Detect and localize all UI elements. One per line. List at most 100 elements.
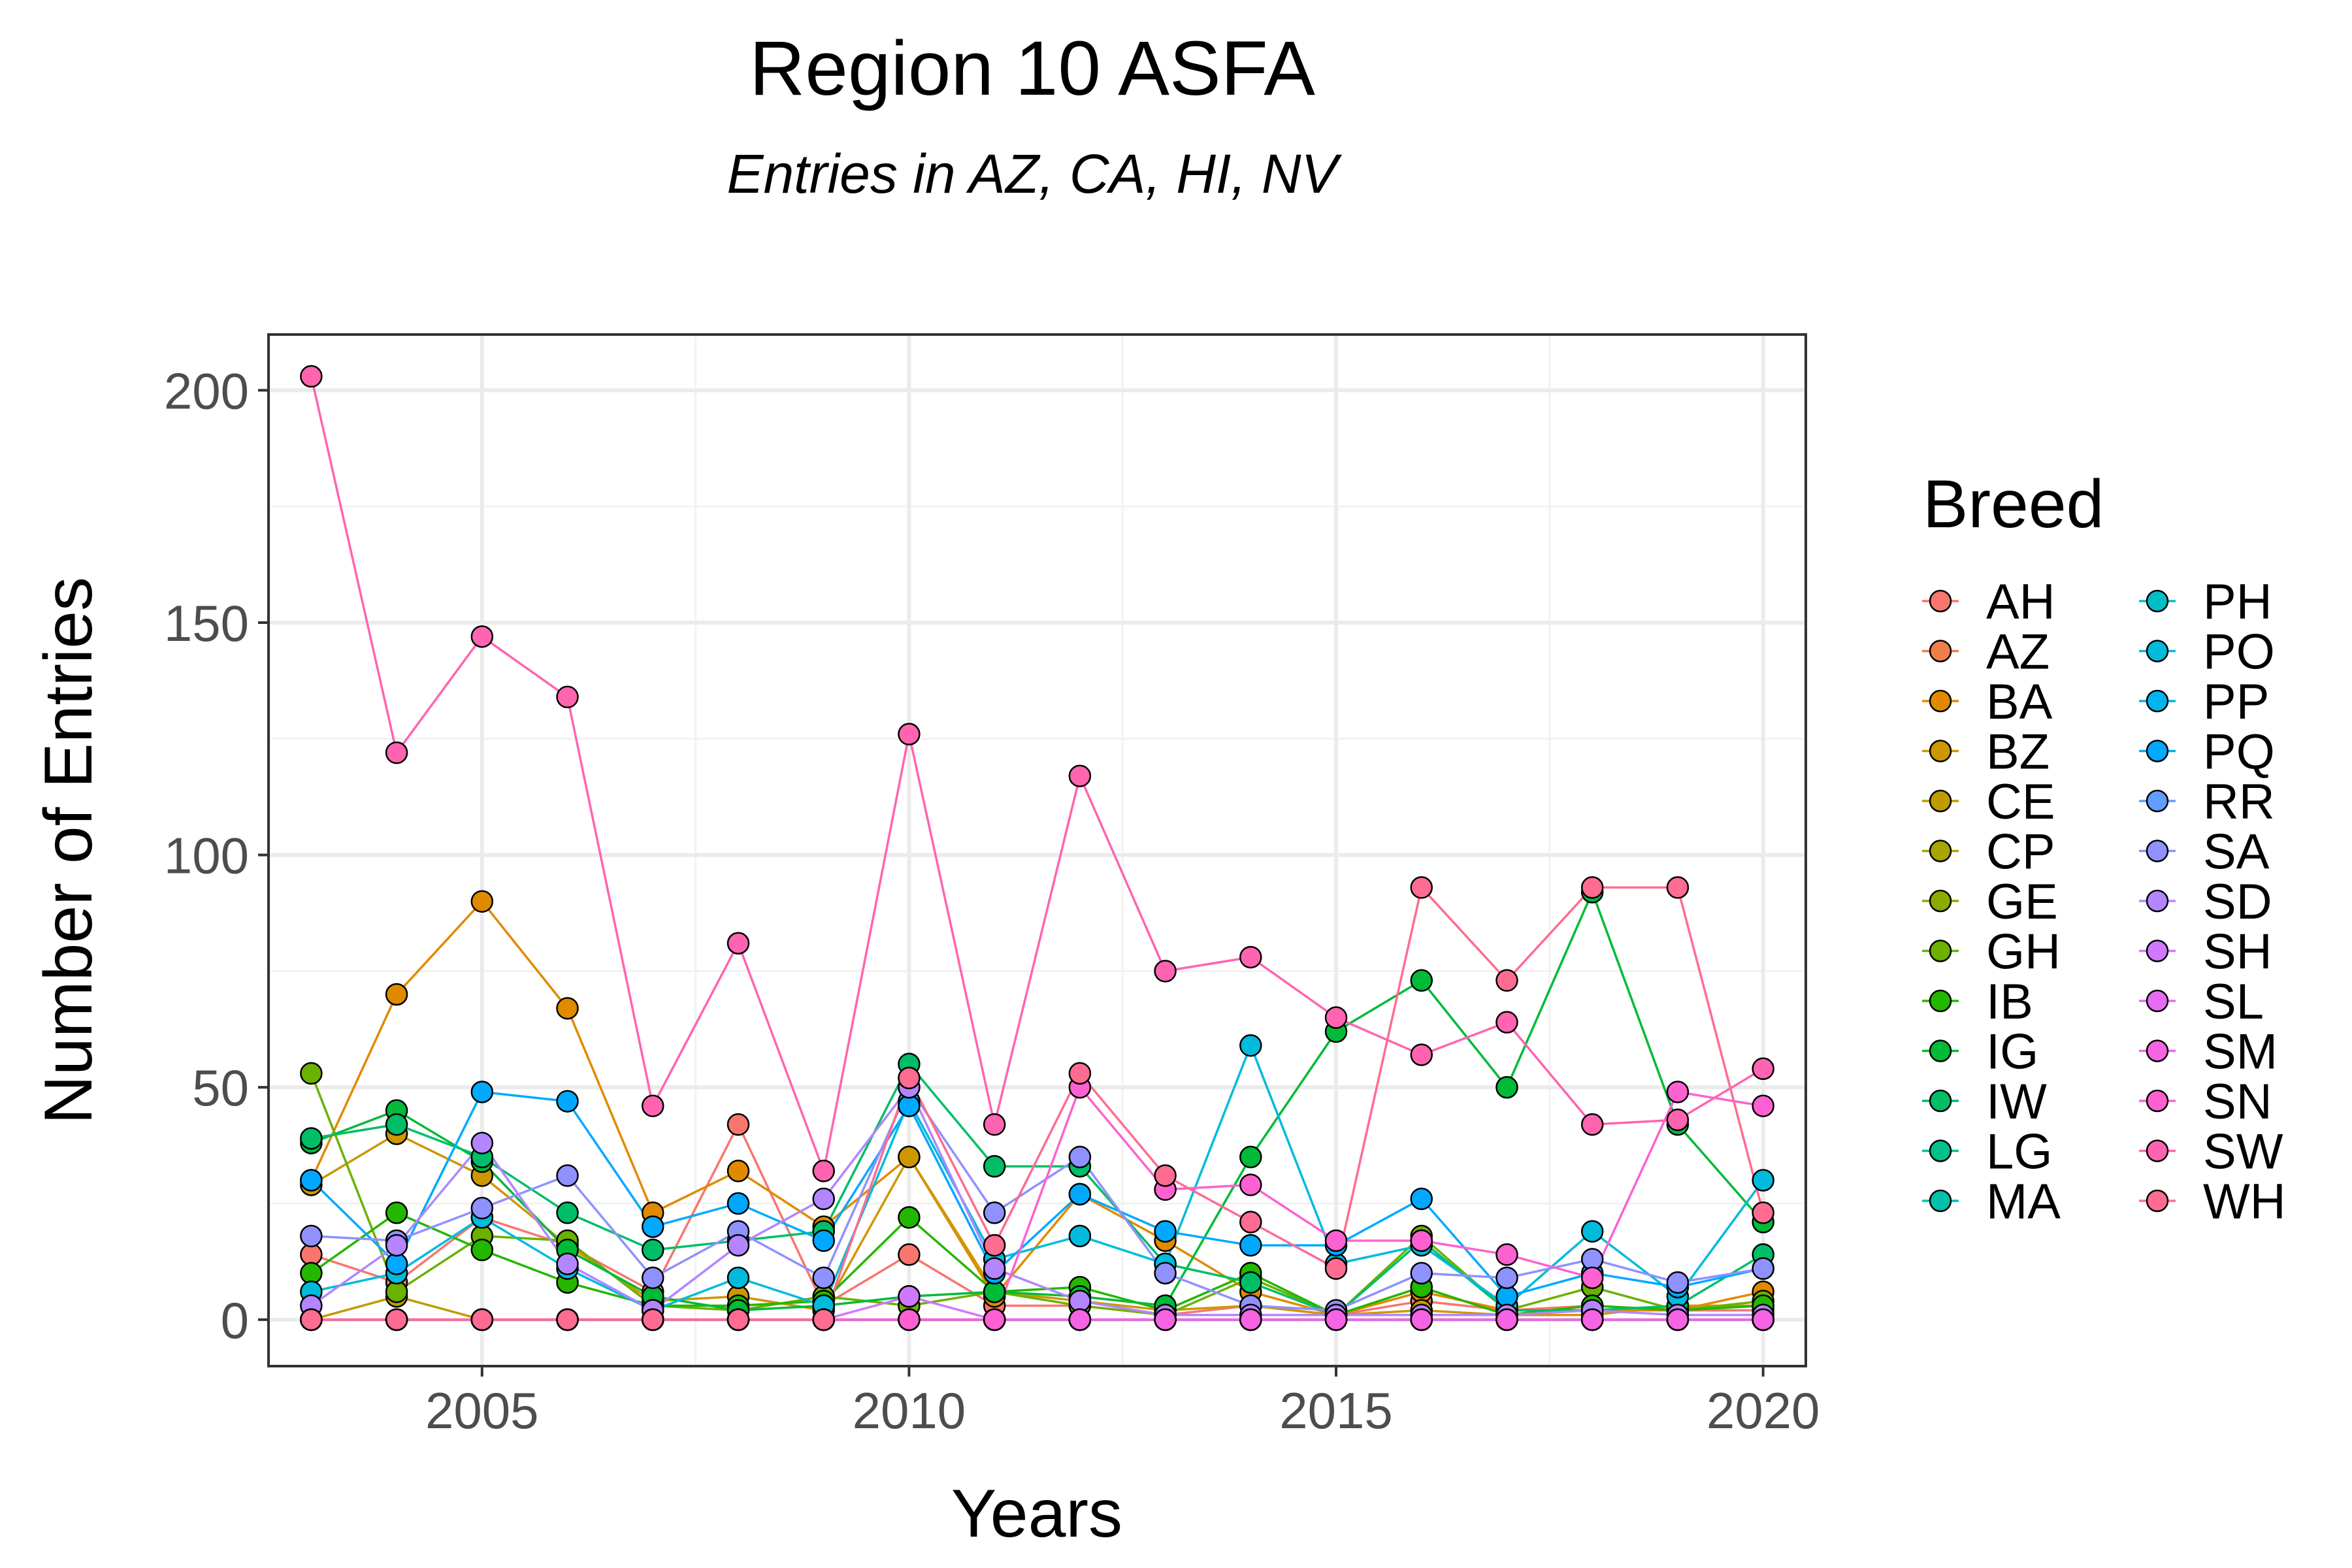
- legend-item-ib: IB: [1922, 974, 2033, 1030]
- plot-border: [267, 333, 1807, 1367]
- data-point-sd: [983, 1257, 1006, 1280]
- legend-key-point: [1929, 1139, 1952, 1162]
- x-tick-label: 2015: [1279, 1382, 1393, 1439]
- data-point-ib: [385, 1201, 408, 1224]
- legend-key-point: [1929, 1039, 1952, 1062]
- data-point-wh: [1324, 1257, 1348, 1280]
- data-point-sm: [1580, 1308, 1604, 1331]
- data-point-po: [1580, 1220, 1604, 1243]
- legend-label: LG: [1986, 1124, 2052, 1180]
- legend-item-bz: BZ: [1922, 725, 2050, 780]
- data-point-sa: [1068, 1145, 1092, 1169]
- data-point-sw: [556, 685, 579, 709]
- legend-label: IW: [1986, 1074, 2047, 1130]
- data-point-sn: [1324, 1229, 1348, 1252]
- data-point-wh: [1154, 1164, 1177, 1187]
- legend-key-point: [1929, 1189, 1952, 1213]
- data-point-sn: [1239, 1173, 1262, 1196]
- data-point-sm: [1068, 1308, 1092, 1331]
- legend-key-point: [1929, 1089, 1952, 1113]
- data-point-sw: [1068, 764, 1092, 787]
- data-point-ba: [556, 997, 579, 1020]
- legend-item-pq: PQ: [2139, 725, 2275, 780]
- legend-key-point: [2146, 789, 2169, 813]
- data-point-wh: [898, 1066, 921, 1090]
- data-point-sm: [1239, 1308, 1262, 1331]
- legend-item-gh: GH: [1922, 924, 2061, 980]
- legend-label: SD: [2203, 874, 2272, 930]
- data-point-sw: [1495, 1011, 1518, 1034]
- data-point-ig: [1239, 1145, 1262, 1169]
- data-point-iw: [1239, 1271, 1262, 1294]
- y-tick-label: 100: [164, 827, 249, 885]
- y-axis: 0 50 100 150 200: [164, 362, 269, 1349]
- legend-label: AH: [1986, 574, 2055, 630]
- x-tick-label: 2005: [425, 1382, 539, 1439]
- data-point-wh: [1580, 876, 1604, 899]
- data-point-sd: [385, 1233, 408, 1257]
- data-point-wh: [1410, 876, 1433, 899]
- data-point-gh: [300, 1062, 323, 1085]
- legend-label: PH: [2203, 574, 2272, 630]
- data-point-sm: [1752, 1308, 1774, 1331]
- data-point-iw: [385, 1113, 408, 1136]
- legend-item-rr: RR: [2139, 774, 2275, 830]
- plot-background: [269, 335, 1806, 1366]
- data-point-sa: [1580, 1248, 1604, 1271]
- legend-key-point: [1929, 789, 1952, 813]
- legend-label: CP: [1986, 825, 2055, 880]
- legend-key-point: [2146, 689, 2169, 713]
- series-points: [300, 365, 1774, 1331]
- legend-label: RR: [2203, 774, 2275, 830]
- legend-item-sn: SN: [2139, 1074, 2272, 1130]
- legend-item-ma: MA: [1922, 1174, 2061, 1230]
- legend-item-lg: LG: [1922, 1124, 2052, 1180]
- series-line-gh: [310, 1073, 1763, 1316]
- data-point-sd: [812, 1187, 835, 1211]
- data-point-pq: [556, 1090, 579, 1113]
- data-point-sw: [727, 932, 750, 955]
- x-axis: 2005 2010 2015 2020: [425, 1366, 1820, 1439]
- data-point-sa: [1752, 1257, 1774, 1280]
- legend-key-point: [2146, 1189, 2169, 1213]
- legend-key-point: [2146, 939, 2169, 962]
- legend-key-point: [2146, 589, 2169, 613]
- legend-item-ba: BA: [1922, 674, 2053, 730]
- data-point-sa: [470, 1196, 494, 1220]
- data-point-sn: [1666, 1081, 1690, 1103]
- legend-item-sl: SL: [2139, 974, 2264, 1030]
- legend-key-point: [2146, 740, 2169, 762]
- data-point-wh: [385, 1308, 408, 1331]
- data-point-sw: [1239, 945, 1262, 969]
- data-point-sa: [1410, 1262, 1433, 1284]
- legend-key-point: [2146, 840, 2169, 862]
- y-tick-label: 200: [164, 362, 249, 419]
- data-point-ib: [300, 1262, 323, 1284]
- legend-item-wh: WH: [2139, 1174, 2286, 1230]
- data-point-sw: [983, 1113, 1006, 1136]
- series-line-pq: [310, 1090, 1763, 1298]
- data-point-sw: [300, 365, 323, 388]
- data-point-sa: [1666, 1271, 1690, 1294]
- legend-key-point: [1929, 939, 1952, 962]
- y-tick-label: 0: [221, 1292, 249, 1349]
- data-point-pq: [1410, 1187, 1433, 1211]
- legend-label: SN: [2203, 1074, 2272, 1130]
- data-point-pq: [1068, 1183, 1092, 1206]
- legend-item-iw: IW: [1922, 1074, 2047, 1130]
- data-point-iw: [642, 1238, 664, 1262]
- series-line-sw: [310, 376, 1764, 1173]
- data-point-pq: [642, 1215, 664, 1238]
- data-point-sn: [1752, 1094, 1774, 1117]
- data-point-iw: [556, 1201, 579, 1224]
- legend-label: SM: [2203, 1024, 2278, 1080]
- data-point-ig: [1495, 1075, 1518, 1099]
- data-point-sa: [812, 1266, 835, 1290]
- legend-key-point: [1929, 640, 1952, 662]
- data-point-wh: [642, 1308, 664, 1331]
- data-point-sn: [1580, 1266, 1604, 1290]
- legend-key-point: [2146, 889, 2169, 913]
- series-line-ig: [310, 890, 1764, 1312]
- legend-key-point: [1929, 889, 1952, 913]
